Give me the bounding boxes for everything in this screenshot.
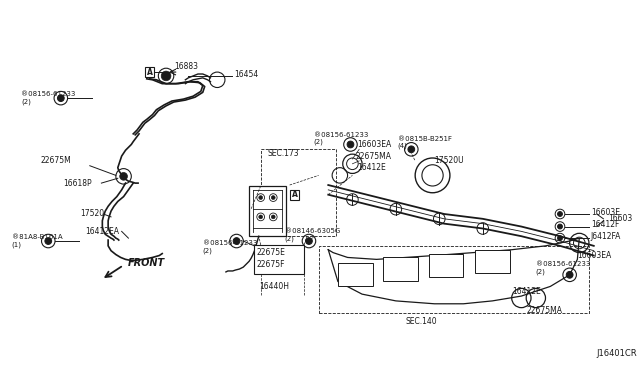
Bar xyxy=(249,186,286,236)
Circle shape xyxy=(557,236,563,241)
Text: SEC.173: SEC.173 xyxy=(268,149,299,158)
Text: FRONT: FRONT xyxy=(127,258,164,268)
Text: 16454: 16454 xyxy=(235,70,259,78)
Text: 16412EA: 16412EA xyxy=(85,227,119,236)
Text: 17520U: 17520U xyxy=(435,156,464,166)
Text: J6412FA: J6412FA xyxy=(591,232,621,241)
Text: 16603EA: 16603EA xyxy=(357,140,392,149)
Text: 22675MA: 22675MA xyxy=(526,306,562,315)
Text: 16603: 16603 xyxy=(608,214,632,223)
Circle shape xyxy=(408,146,415,153)
Text: 22675M: 22675M xyxy=(40,156,71,166)
Bar xyxy=(145,67,154,77)
Circle shape xyxy=(347,141,354,148)
Bar xyxy=(254,245,304,274)
Text: ®08156-61233
(2): ®08156-61233 (2) xyxy=(536,261,590,275)
Text: SEC.140: SEC.140 xyxy=(406,317,437,326)
Text: 16603E: 16603E xyxy=(591,208,620,217)
Text: A: A xyxy=(292,190,298,199)
Text: 16618P: 16618P xyxy=(63,179,92,187)
Circle shape xyxy=(161,71,171,81)
Circle shape xyxy=(566,272,573,278)
Text: 16883: 16883 xyxy=(174,62,198,71)
Bar xyxy=(290,190,300,199)
Text: 16412E: 16412E xyxy=(512,287,540,296)
Bar xyxy=(260,149,336,236)
Bar xyxy=(319,246,589,314)
Text: ®08156-61233
(2): ®08156-61233 (2) xyxy=(203,240,257,254)
Circle shape xyxy=(233,238,240,244)
Text: 22675F: 22675F xyxy=(257,260,285,269)
Text: ®08156-61233
(2): ®08156-61233 (2) xyxy=(21,92,76,105)
Bar xyxy=(338,263,372,286)
Text: 22675E: 22675E xyxy=(257,248,285,257)
Text: 16440H: 16440H xyxy=(259,282,289,291)
Circle shape xyxy=(120,173,127,180)
Circle shape xyxy=(259,215,262,219)
Text: 17520: 17520 xyxy=(80,209,104,218)
Circle shape xyxy=(305,238,312,244)
Text: J16401CR: J16401CR xyxy=(596,350,637,359)
Bar xyxy=(475,250,510,273)
Text: A: A xyxy=(147,68,152,77)
Circle shape xyxy=(271,196,275,199)
Circle shape xyxy=(58,95,64,102)
Circle shape xyxy=(259,196,262,199)
Bar xyxy=(429,254,463,277)
Circle shape xyxy=(271,215,275,219)
Text: ®0815B-B251F
(4): ®0815B-B251F (4) xyxy=(398,136,452,149)
Bar xyxy=(383,257,418,280)
Text: ®08156-61233
(2): ®08156-61233 (2) xyxy=(314,132,368,145)
Text: ®81A8-B161A
(1): ®81A8-B161A (1) xyxy=(12,234,62,248)
Text: 16412E: 16412E xyxy=(357,163,386,172)
Text: 16603EA: 16603EA xyxy=(577,251,612,260)
Circle shape xyxy=(557,212,563,217)
Circle shape xyxy=(557,224,563,229)
Text: 16412F: 16412F xyxy=(591,220,620,229)
Circle shape xyxy=(45,238,52,244)
Text: 22675MA: 22675MA xyxy=(355,151,391,161)
Text: ®08146-6305G
(2): ®08146-6305G (2) xyxy=(285,228,340,242)
